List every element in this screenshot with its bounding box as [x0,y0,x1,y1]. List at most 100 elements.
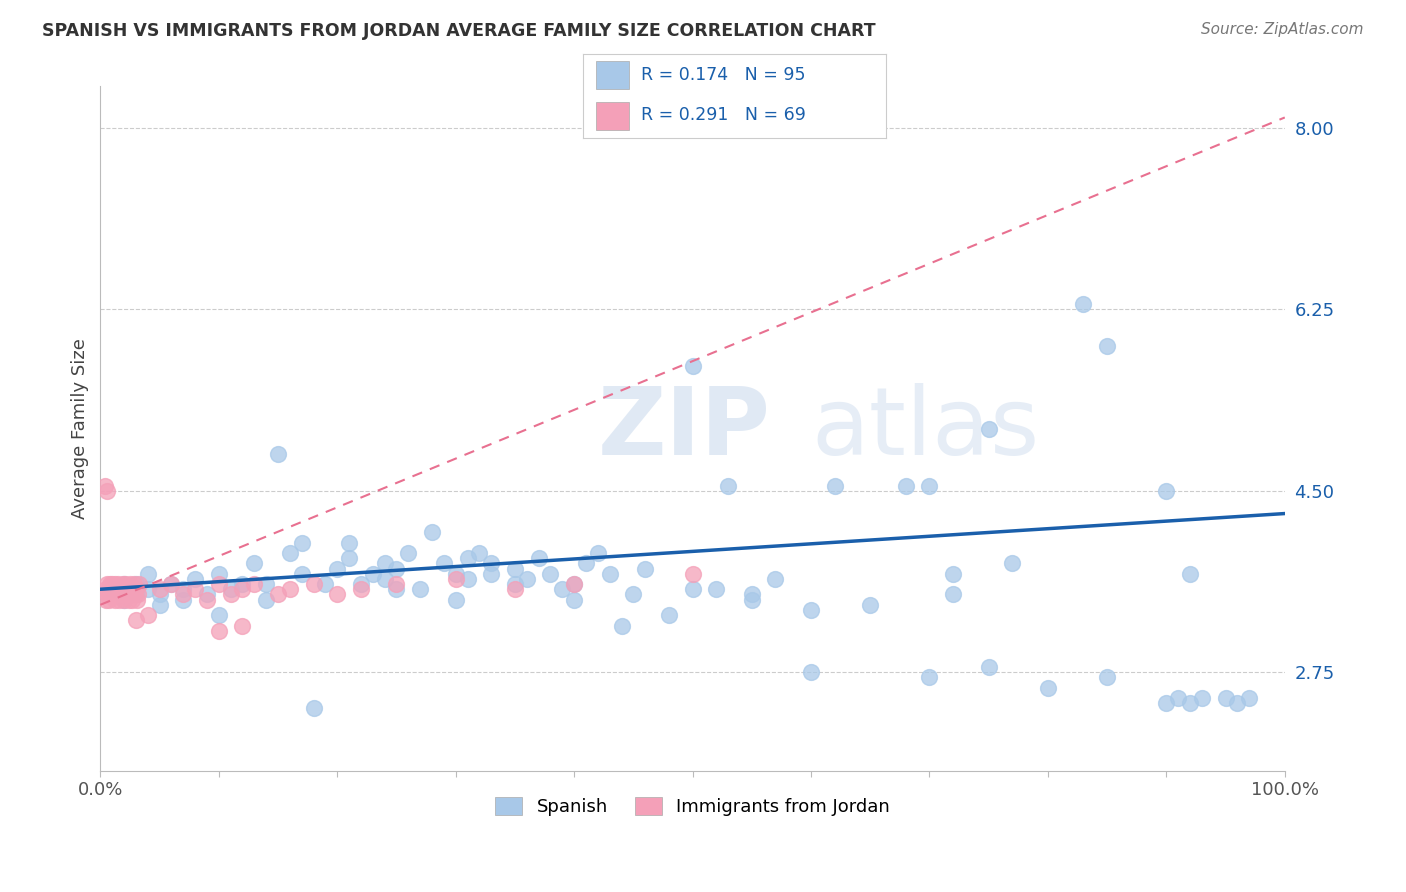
Point [575,557,598,571]
Point [516,572,538,586]
Point [658,608,681,623]
Point [172,592,194,607]
Point [859,598,882,612]
Point [110,582,132,597]
Point [326,561,349,575]
Point [337,535,360,549]
Point [1167,691,1189,706]
Point [704,582,727,597]
Point [634,561,657,575]
Point [385,577,408,591]
Point [1156,483,1178,498]
Point [148,582,170,597]
Point [503,561,526,575]
Point [115,587,138,601]
Point [977,660,1000,674]
Point [97,582,120,597]
Point [302,577,325,591]
Point [136,582,159,597]
Point [103,577,125,591]
Point [98,577,121,591]
Point [942,587,965,601]
Point [942,566,965,581]
Point [420,525,443,540]
Bar [596,102,628,130]
Point [765,572,787,586]
Point [231,577,253,591]
Point [94,478,117,492]
Point [160,577,183,591]
Point [977,421,1000,435]
Point [98,587,121,601]
Point [101,577,124,591]
Legend: Spanish, Immigrants from Jordan: Spanish, Immigrants from Jordan [488,789,897,823]
Point [551,582,574,597]
Point [112,592,135,607]
Point [894,478,917,492]
Point [103,592,125,607]
Point [107,577,129,591]
Point [468,546,491,560]
Point [444,592,467,607]
Point [208,577,231,591]
Point [100,582,122,597]
Point [562,577,585,591]
Text: atlas: atlas [811,383,1039,475]
Point [479,566,502,581]
Point [1156,696,1178,710]
Point [160,577,183,591]
Point [136,608,159,623]
Point [118,577,141,591]
Point [254,592,277,607]
Point [562,592,585,607]
Point [314,577,336,591]
Point [120,582,142,597]
Point [96,592,118,607]
Point [457,572,479,586]
Text: R = 0.291   N = 69: R = 0.291 N = 69 [641,106,806,124]
Point [610,618,633,632]
Text: SPANISH VS IMMIGRANTS FROM JORDAN AVERAGE FAMILY SIZE CORRELATION CHART: SPANISH VS IMMIGRANTS FROM JORDAN AVERAG… [42,22,876,40]
Point [682,582,704,597]
Y-axis label: Average Family Size: Average Family Size [72,338,89,519]
Point [1226,696,1249,710]
Point [350,582,373,597]
Point [682,566,704,581]
Point [741,587,763,601]
Point [278,546,301,560]
Point [208,608,231,623]
Point [148,598,170,612]
Point [291,566,314,581]
Point [208,566,231,581]
Point [918,478,941,492]
Point [118,587,141,601]
Point [100,590,122,604]
Point [444,566,467,581]
Point [195,592,218,607]
Point [385,561,408,575]
Point [96,587,118,601]
Point [409,582,432,597]
Point [117,582,139,597]
Point [621,587,644,601]
Point [717,478,740,492]
Point [219,582,242,597]
Point [1095,670,1118,684]
Point [741,592,763,607]
Bar [596,62,628,89]
Point [103,582,125,597]
Point [114,577,136,591]
Point [127,587,149,601]
Point [302,701,325,715]
Point [254,577,277,591]
Point [1073,297,1095,311]
Point [103,587,125,601]
Point [184,582,207,597]
Point [538,566,561,581]
Point [503,577,526,591]
Point [108,592,131,607]
Point [1191,691,1213,706]
Point [1178,566,1201,581]
Point [278,582,301,597]
Point [125,587,148,601]
